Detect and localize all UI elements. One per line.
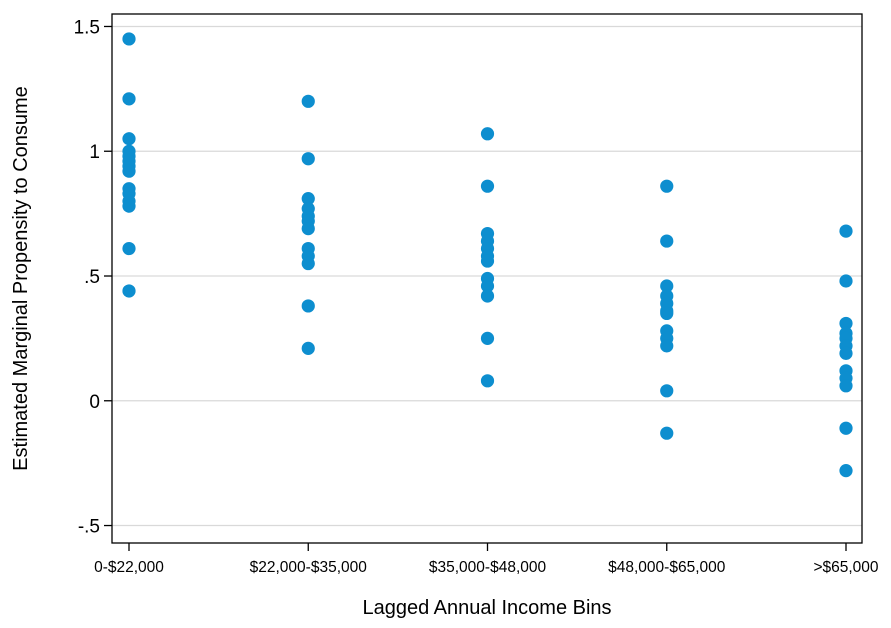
data-point xyxy=(301,299,315,313)
data-point xyxy=(839,274,853,288)
data-point xyxy=(660,179,674,193)
data-point xyxy=(660,339,674,353)
data-point xyxy=(480,254,495,268)
data-point xyxy=(301,152,315,166)
data-point xyxy=(122,132,136,146)
data-point xyxy=(480,289,495,303)
data-point xyxy=(660,306,674,321)
y-tick-label: .5 xyxy=(84,267,100,288)
data-point xyxy=(301,94,315,108)
y-tick-label: 1.5 xyxy=(74,17,100,38)
data-point xyxy=(480,331,495,345)
data-point xyxy=(839,224,853,238)
data-point xyxy=(301,341,315,355)
data-point xyxy=(660,279,674,293)
data-point xyxy=(480,374,495,388)
data-point xyxy=(122,241,136,256)
data-point xyxy=(122,32,136,46)
x-tick-label: $48,000-$65,000 xyxy=(608,559,726,576)
y-axis-title: Estimated Marginal Propensity to Consume xyxy=(10,86,32,471)
data-point xyxy=(660,234,674,248)
y-tick-label: 1 xyxy=(89,142,100,163)
y-tick-label: -.5 xyxy=(78,517,100,538)
data-point xyxy=(301,221,315,236)
x-tick-label: >$65,000 xyxy=(813,559,878,576)
data-point xyxy=(122,199,136,213)
data-point xyxy=(122,92,136,106)
data-point xyxy=(660,426,674,440)
x-axis: 0-$22,000 $22,000-$35,000 $35,000-$48,000 $… xyxy=(94,543,879,576)
data-point xyxy=(660,384,674,398)
data-point xyxy=(301,192,315,206)
x-tick-label: $35,000-$48,000 xyxy=(429,559,547,576)
data-point xyxy=(122,284,136,298)
data-point xyxy=(480,127,495,141)
data-point xyxy=(839,421,853,435)
data-point xyxy=(301,256,315,271)
y-tick-label: 0 xyxy=(89,392,100,413)
y-axis: -.5 0 .5 1 1.5 xyxy=(74,17,112,538)
data-point xyxy=(480,179,495,193)
x-tick-label: 0-$22,000 xyxy=(94,559,164,576)
data-points xyxy=(122,32,853,478)
data-point xyxy=(839,316,853,331)
data-point xyxy=(480,279,495,293)
data-point xyxy=(839,379,853,393)
x-tick-label: $22,000-$35,000 xyxy=(250,559,368,576)
x-axis-title: Lagged Annual Income Bins xyxy=(362,597,611,619)
data-point xyxy=(839,346,853,360)
data-point xyxy=(839,464,853,478)
data-point xyxy=(122,164,136,178)
